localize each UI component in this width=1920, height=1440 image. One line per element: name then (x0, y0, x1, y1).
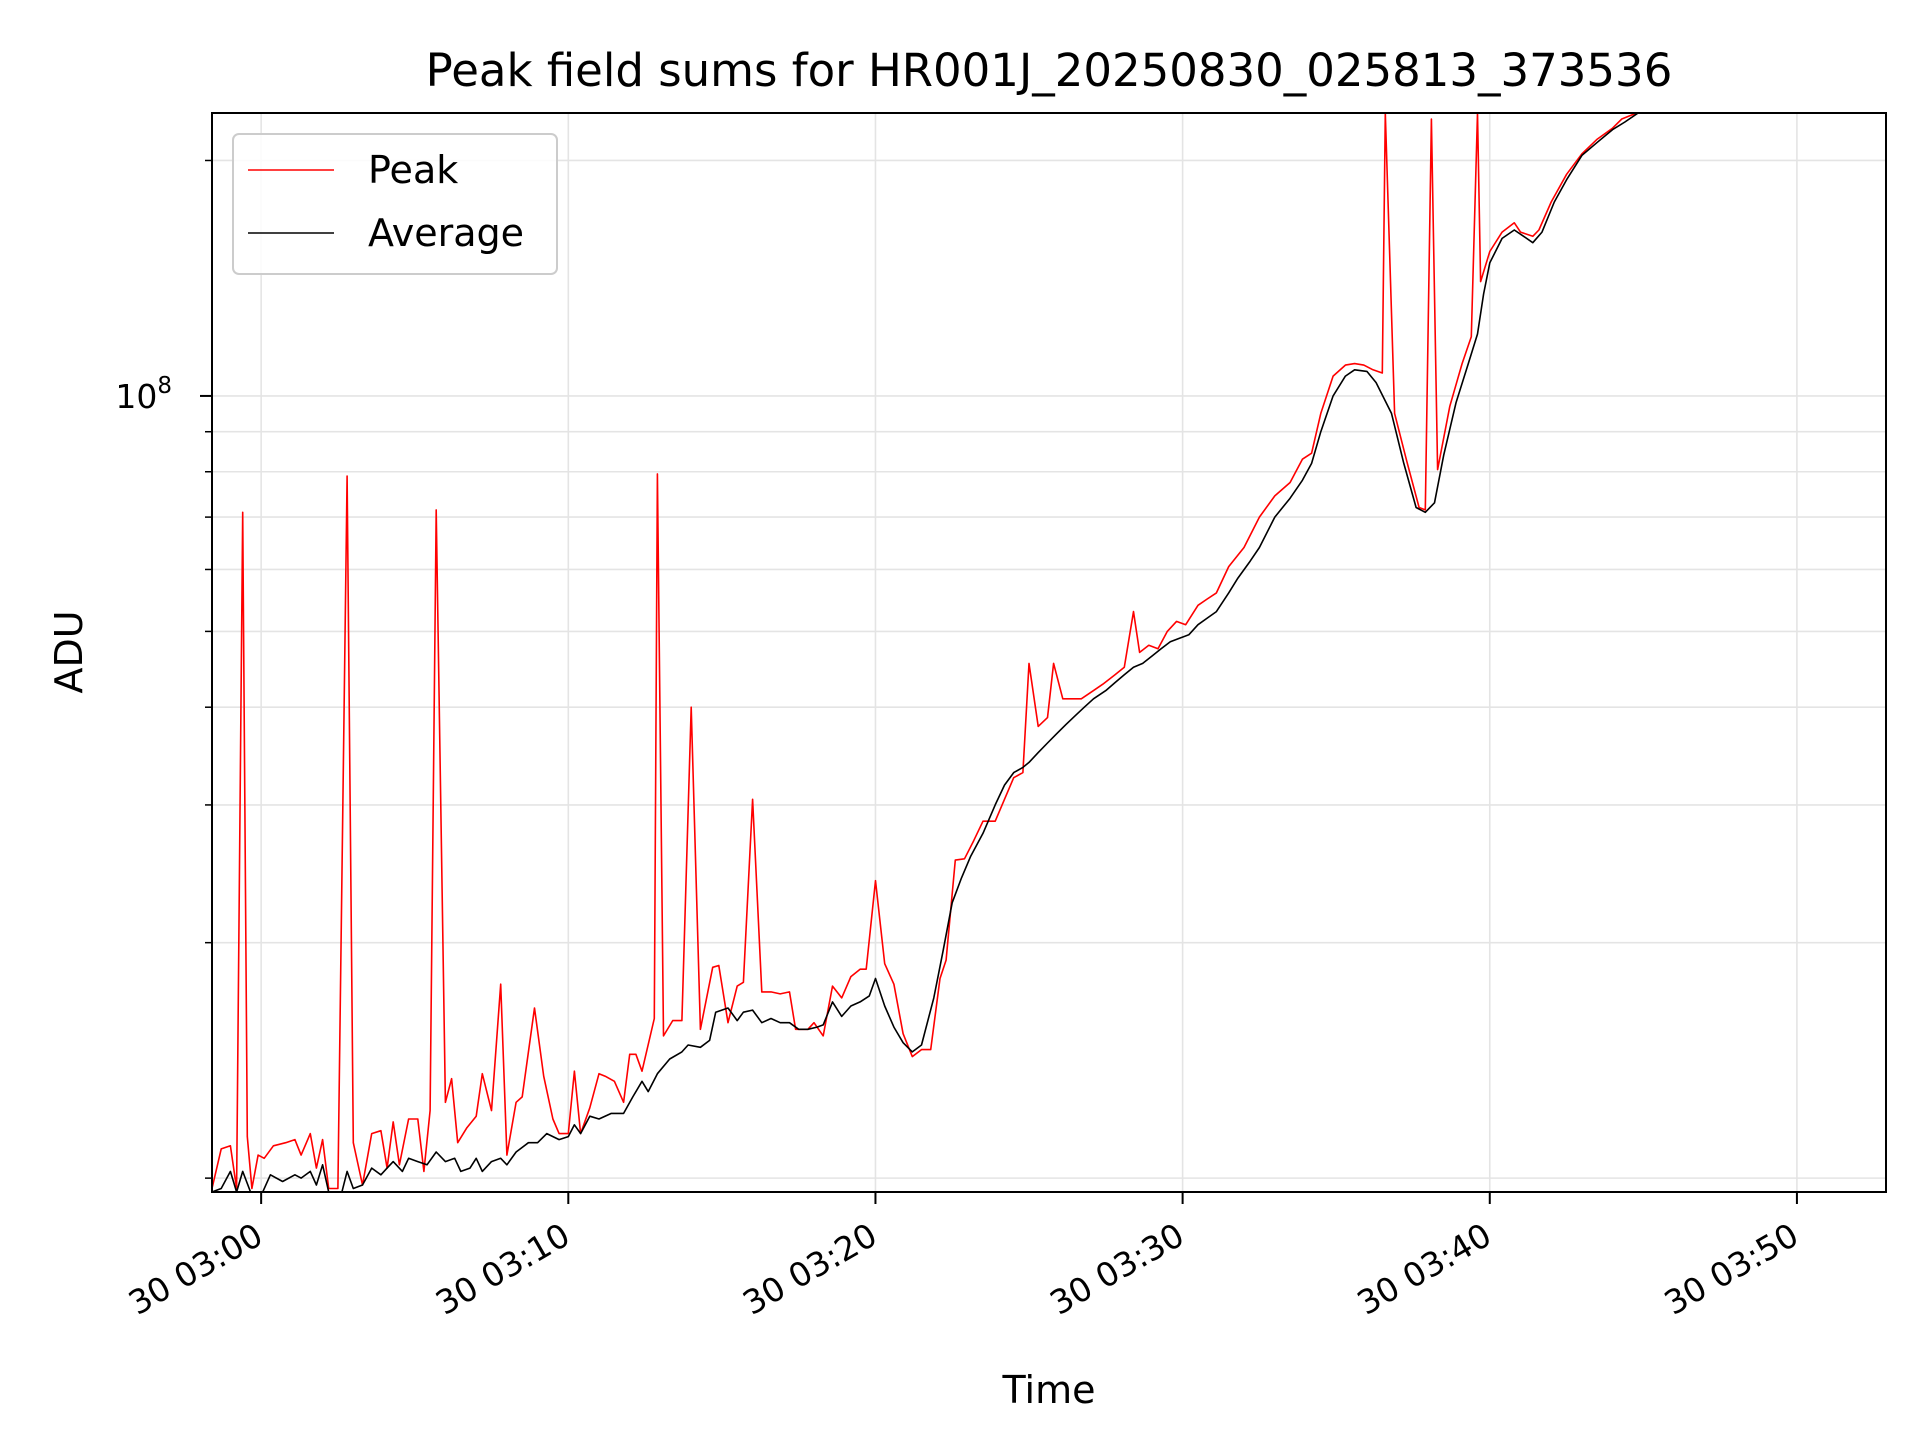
legend-label-average: Average (368, 211, 524, 255)
plot-area (212, 113, 1886, 1192)
x-axis-label: Time (1002, 1368, 1096, 1412)
legend-box (232, 133, 558, 275)
y-tick-labels: 108 (115, 373, 172, 416)
legend: Peak Average (232, 133, 558, 275)
series-layer (212, 113, 1640, 1192)
grid (212, 113, 1886, 1192)
legend-label-peak: Peak (368, 148, 458, 192)
ticks (200, 159, 1798, 1204)
plot-frame (211, 112, 1887, 1193)
series-line-average (212, 113, 1640, 1192)
y-axis-label: ADU (47, 610, 91, 693)
y-tick-label-0: 108 (115, 373, 172, 416)
chart-title: Peak field sums for HR001J_20250830_0258… (426, 44, 1673, 97)
